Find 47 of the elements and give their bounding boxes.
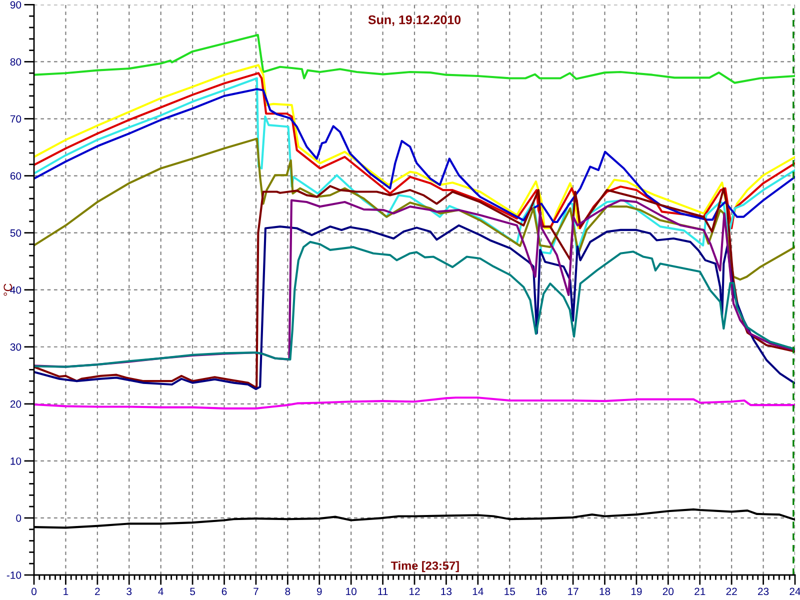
y-tick-label: 40 [10,286,22,294]
x-tick-label: 13 [441,588,452,596]
y-tick-label: 60 [10,172,22,180]
y-tick-label: 20 [10,400,22,408]
x-tick-label: 7 [254,588,258,596]
x-tick-label: 4 [158,588,164,596]
y-tick-label: 90 [10,1,22,9]
line-series [34,224,795,390]
y-axis-title: °C [4,284,12,296]
x-tick-label: 2 [95,588,100,596]
y-tick-label: 80 [10,58,22,66]
x-tick-label: 12 [410,588,420,596]
x-tick-label: 20 [662,588,674,596]
line-series [34,396,795,410]
x-tick-label: 21 [694,588,706,596]
line-series [34,34,795,84]
x-tick-label: 9 [316,588,322,596]
line-series [34,240,795,368]
line-series [34,185,795,389]
y-tick-label: 10 [10,457,22,465]
x-tick-label: 0 [32,588,36,596]
x-tick-label: 6 [222,588,227,596]
line-series [34,138,795,281]
x-tick-label: 14 [472,588,484,596]
y-tick-label: 50 [10,229,22,237]
x-tick-label: 15 [504,588,515,596]
line-series [34,77,795,254]
x-tick-label: 17 [568,588,578,596]
y-tick-label: -10 [6,572,22,579]
x-tick-label: 22 [726,588,737,596]
x-tick-label: 3 [126,588,132,596]
x-tick-label: 16 [536,588,547,596]
x-axis-title: Time [23:57] [390,561,459,572]
line-series [34,199,795,368]
x-tick-label: 10 [346,588,356,596]
x-tick-label: 8 [285,588,290,596]
x-tick-label: 11 [378,588,388,596]
y-tick-label: 70 [10,115,22,123]
x-tick-label: 19 [631,588,642,596]
x-tick-label: 5 [190,588,195,596]
x-tick-label: 1 [64,588,68,596]
text: Sun, 19.12.2010 [368,15,461,26]
x-tick-label: 23 [758,588,769,596]
x-tick-label: 18 [600,588,610,596]
y-tick-label: 0 [16,514,22,522]
y-tick-label: 30 [10,343,22,351]
x-tick-label: 24 [790,588,800,596]
